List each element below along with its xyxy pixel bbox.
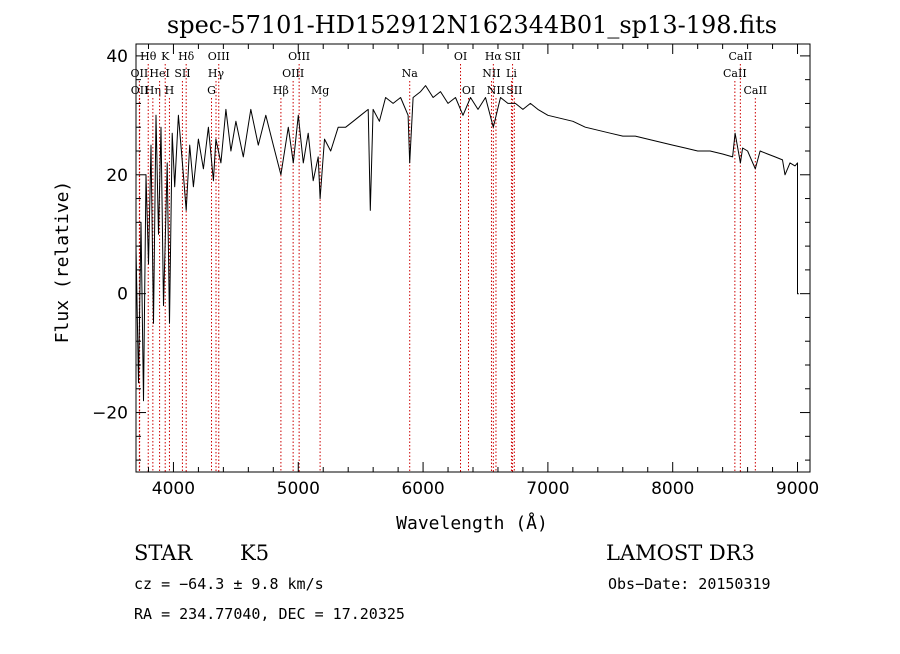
chart-title: spec-57101-HD152912N162344B01_sp13-198.f… [167,11,777,39]
coordinates-text: RA = 234.77040, DEC = 17.20325 [134,605,405,623]
plot-frame [135,43,811,473]
line-marker-label: OII [131,67,149,80]
y-axis-label: Flux (relative) [52,181,73,344]
line-marker-label: OIII [208,50,230,63]
line-marker-label: Hη [145,84,161,97]
line-marker-label: K [161,50,170,63]
y-axis: −20 0 20 40 [92,47,810,461]
y-tick-label: 0 [117,285,128,305]
spectral-subclass: K5 [240,541,269,565]
line-marker-label: SII [504,50,520,63]
y-tick-label: −20 [92,404,128,424]
object-class: STAR [134,541,193,565]
line-marker-label: Hα [485,50,503,63]
line-marker-label: Hθ [140,50,157,63]
series-group [135,85,799,402]
line-marker-label: HeI [149,67,169,80]
line-marker-label: SII [174,67,190,80]
line-marker-label: OI [462,84,475,97]
x-axis: 4000 5000 6000 7000 8000 9000 [147,44,819,499]
obs-date: Obs−Date: 20150319 [608,575,771,593]
line-marker-label: NII [487,84,505,97]
spectrum-line [135,85,799,402]
x-tick-label: 4000 [152,479,195,499]
x-axis-label: Wavelength (Å) [396,512,548,534]
line-marker-label: OI [454,50,467,63]
line-marker-label: NII [482,67,500,80]
line-marker-label: Mg [311,84,329,97]
line-marker-label: Hγ [208,67,225,80]
x-tick-label: 8000 [651,479,694,499]
line-marker-label: OIII [288,50,310,63]
line-marker-label: CaII [743,84,767,97]
x-tick-label: 7000 [526,479,569,499]
x-tick-label: 9000 [776,479,819,499]
x-tick-label: 6000 [401,479,444,499]
redshift-text: cz = −64.3 ± 9.8 km/s [134,575,324,593]
line-marker-label: G [207,84,216,97]
line-marker-label: OIII [282,67,304,80]
line-marker-label: Na [402,67,419,80]
line-marker-label: CaII [723,67,747,80]
x-tick-label: 5000 [277,479,320,499]
line-marker-label: Hδ [178,50,195,63]
line-marker-label: Hβ [273,84,289,97]
line-marker-label: OII [131,84,149,97]
survey-name: LAMOST DR3 [606,541,755,565]
y-tick-label: 20 [106,166,128,186]
y-tick-label: 40 [106,47,128,67]
line-marker-label: H [165,84,175,97]
line-marker-label: CaII [729,50,753,63]
line-marker-label: SII [506,84,522,97]
line-marker-label: Li [506,67,517,80]
